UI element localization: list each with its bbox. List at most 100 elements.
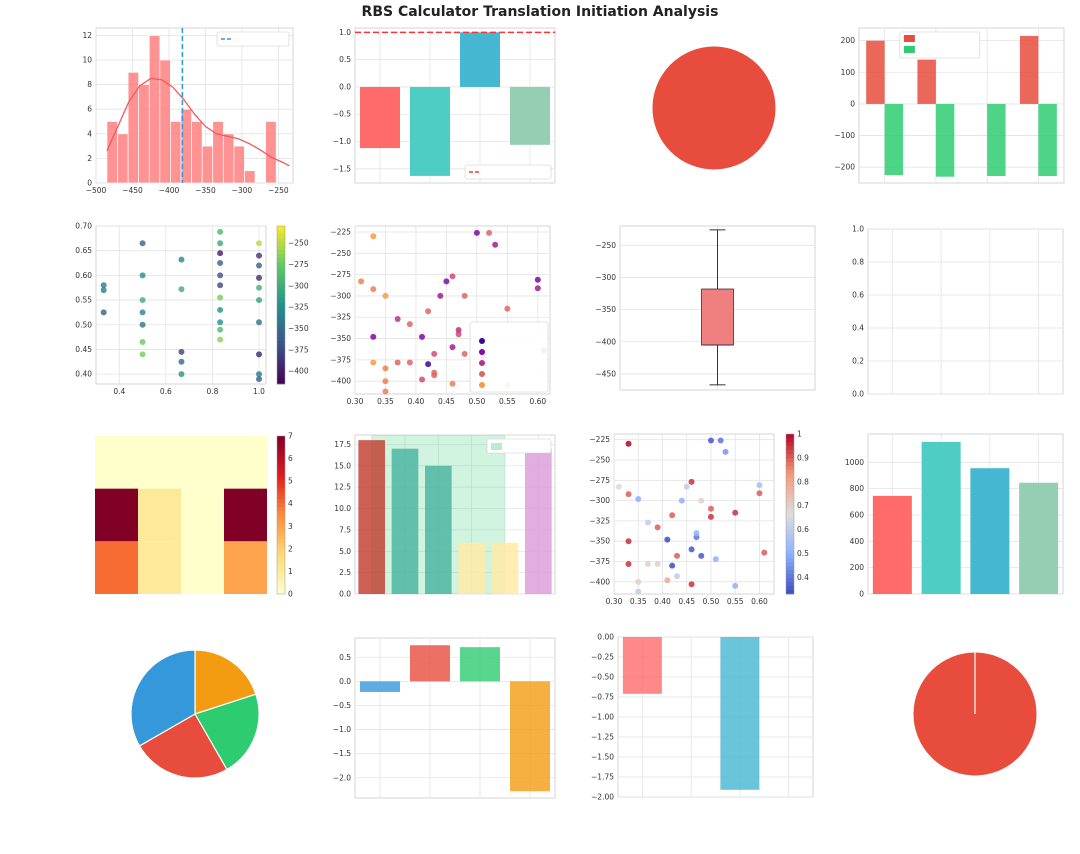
scatter-point (669, 562, 676, 569)
scatter-point (425, 361, 432, 368)
bar (460, 647, 500, 682)
colorbar-segment (786, 522, 794, 527)
scatter-point (674, 552, 681, 559)
colorbar-segment (277, 226, 285, 231)
colorbar-segment (277, 530, 285, 536)
histogram-bar (222, 133, 235, 184)
colorbar-segment (277, 265, 285, 270)
bar (360, 681, 400, 692)
colorbar-segment (786, 558, 794, 563)
scatter-point (425, 308, 432, 315)
colorbar-segment (786, 478, 794, 483)
colorbar-segment (277, 499, 285, 504)
histogram-bar (148, 35, 161, 184)
scatter-point (674, 573, 681, 580)
histogram-bar (244, 170, 256, 184)
bar (491, 542, 519, 594)
colorbar-tick-label: −400 (288, 367, 309, 376)
scatter-point (256, 252, 263, 259)
scatter-point (732, 582, 739, 589)
y-tick-label: 6 (87, 105, 92, 114)
colorbar-segment (277, 360, 285, 365)
scatter-point (256, 240, 263, 247)
colorbar-segment (786, 582, 794, 587)
scatter-point (139, 272, 146, 279)
colorbar-tick-label: 4 (288, 499, 293, 508)
colorbar-segment (277, 526, 285, 532)
y-tick-label: −1.50 (591, 753, 614, 762)
y-tick-label: −1.00 (591, 713, 614, 722)
colorbar-tick-label: 1 (797, 430, 802, 439)
scatter-point (449, 273, 456, 280)
scatter-point (635, 495, 642, 502)
y-tick-label: −225 (330, 227, 351, 236)
colorbar-tick-label: 0.4 (797, 573, 809, 582)
colorbar-tick-label: 6 (288, 454, 293, 463)
legend-swatch (479, 338, 485, 344)
histogram-bar (265, 121, 277, 184)
heatmap-cell (224, 488, 267, 542)
colorbar-tick-label: 7 (288, 432, 293, 441)
optimized-bar (1038, 103, 1057, 177)
y-tick-label: −225 (589, 435, 610, 444)
y-tick-label: 0.65 (75, 246, 92, 255)
x-tick-label: −400 (159, 186, 180, 195)
colorbar-segment (277, 511, 285, 516)
scatter-point (461, 350, 468, 357)
colorbar-segment (277, 554, 285, 559)
heatmap-cell (181, 436, 224, 489)
scatter-point (217, 228, 224, 235)
panel-recommended-use-pie (130, 649, 260, 779)
scatter-point (688, 546, 695, 553)
y-tick-label: 0.0 (339, 82, 351, 91)
y-tick-label: −325 (330, 313, 351, 322)
colorbar-tick-label: 0.8 (797, 477, 809, 486)
colorbar-segment (277, 277, 285, 282)
optimized-bar (935, 103, 955, 177)
scatter-point (756, 490, 763, 497)
y-tick-label: 0.0 (339, 590, 351, 599)
colorbar-segment (786, 526, 794, 531)
y-tick-label: −1.75 (591, 773, 614, 782)
natural-bar (917, 59, 936, 104)
colorbar-segment (277, 467, 285, 472)
colorbar-segment (786, 474, 794, 479)
colorbar-tick-label: 0.6 (797, 525, 809, 534)
y-tick-label: −350 (595, 305, 616, 314)
scatter-point (625, 538, 632, 545)
x-tick-label: 0.30 (347, 397, 364, 406)
colorbar-segment (277, 237, 285, 243)
pie-slice (194, 649, 257, 715)
x-tick-label: 0.35 (377, 397, 394, 406)
scatter-point (698, 552, 705, 559)
colorbar-segment (277, 570, 285, 575)
colorbar-segment (786, 574, 794, 579)
colorbar-frame (276, 435, 286, 595)
x-tick-label: 0.6 (160, 387, 172, 396)
scatter-point (217, 294, 224, 301)
scatter-point (217, 306, 224, 313)
scatter-point (256, 284, 263, 291)
colorbar-tick-label: −275 (288, 260, 309, 269)
y-tick-label: 0.50 (75, 320, 92, 329)
colorbar-frame (276, 225, 286, 385)
scatter-point (635, 588, 642, 595)
colorbar-segment (786, 518, 794, 523)
colorbar-segment (277, 312, 285, 318)
y-tick-label: 15.0 (334, 461, 351, 470)
colorbar-segment (277, 471, 285, 476)
scatter-point (654, 524, 661, 531)
heatmap-cell (224, 541, 267, 594)
y-tick-label: 800 (850, 484, 865, 493)
optimized-bar (884, 103, 904, 176)
x-tick-label: −350 (195, 186, 216, 195)
scatter-point (717, 437, 724, 444)
y-tick-label: −1.5 (333, 164, 351, 173)
y-tick-label: −300 (589, 496, 610, 505)
colorbar-segment (786, 590, 794, 595)
y-tick-label: 12.5 (334, 483, 351, 492)
scatter-point (256, 274, 263, 281)
colorbar-tick-label: 0.7 (797, 501, 809, 510)
bar (1019, 482, 1059, 594)
colorbar-segment (786, 534, 794, 539)
